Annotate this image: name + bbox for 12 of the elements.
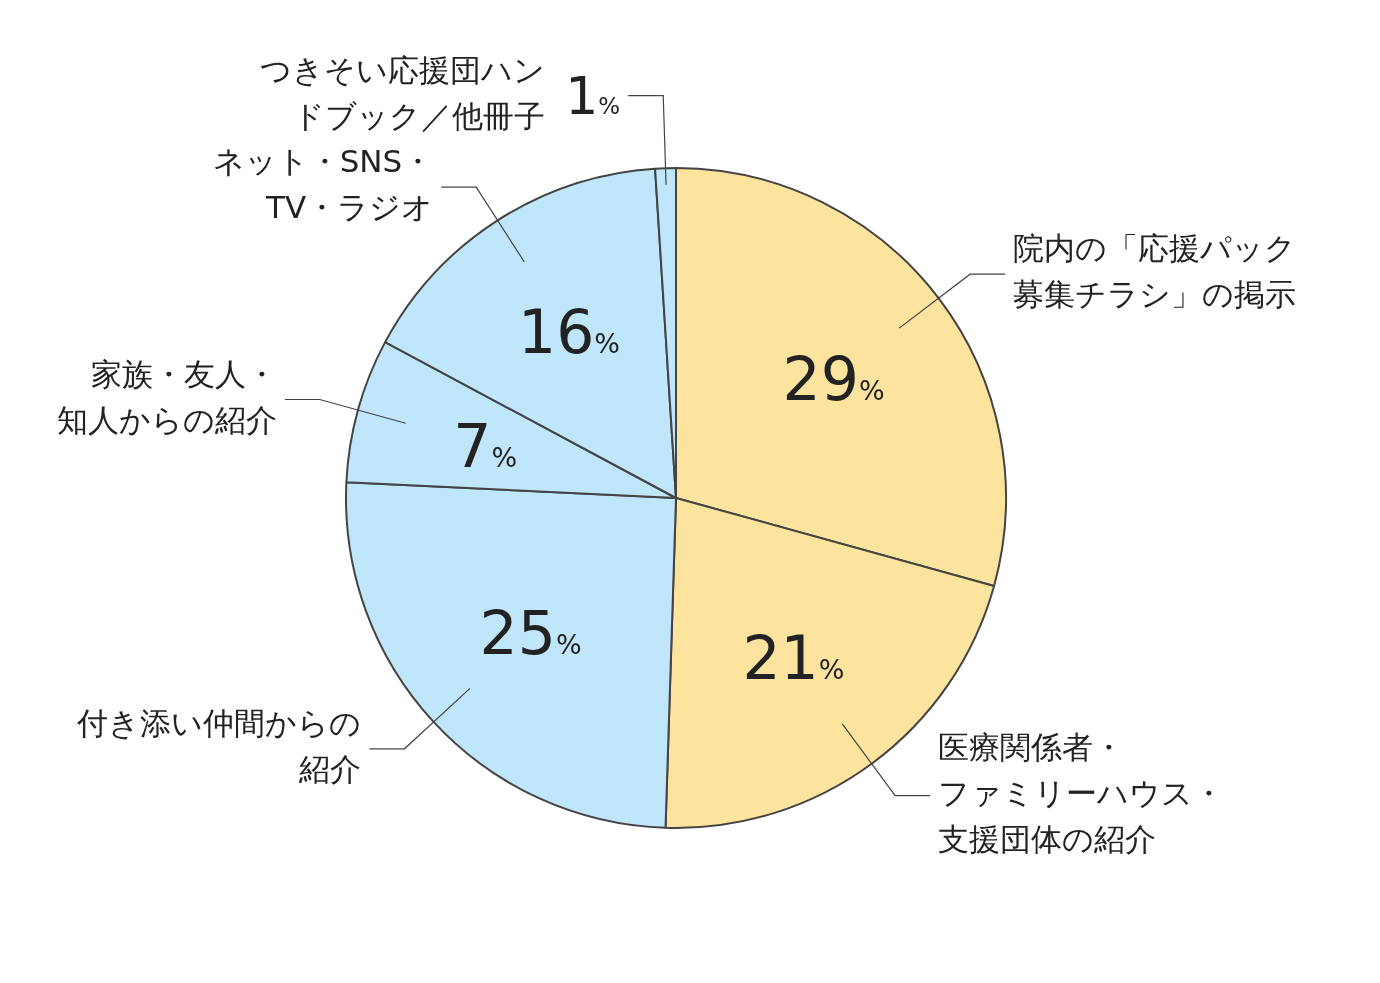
data-label: 1%	[565, 66, 621, 127]
data-label: 25%	[479, 597, 582, 668]
slice-label: つきそい応援団ハンドブック／他冊子	[260, 51, 546, 134]
slice-label: ネット・SNS・TV・ラジオ	[212, 143, 434, 226]
data-label: 7%	[453, 410, 518, 481]
data-label: 21%	[742, 623, 845, 694]
slice-label: 家族・友人・知人からの紹介	[56, 355, 277, 438]
slice-label: 院内の「応援パック募集チラシ」の掲示	[1013, 230, 1297, 313]
slice-label: 付き添い仲間からの紹介	[76, 704, 362, 787]
data-label: 16%	[517, 297, 620, 368]
slice-label: 医療関係者・ファミリーハウス・支援団体の紹介	[938, 728, 1225, 857]
data-label: 29%	[782, 343, 885, 414]
